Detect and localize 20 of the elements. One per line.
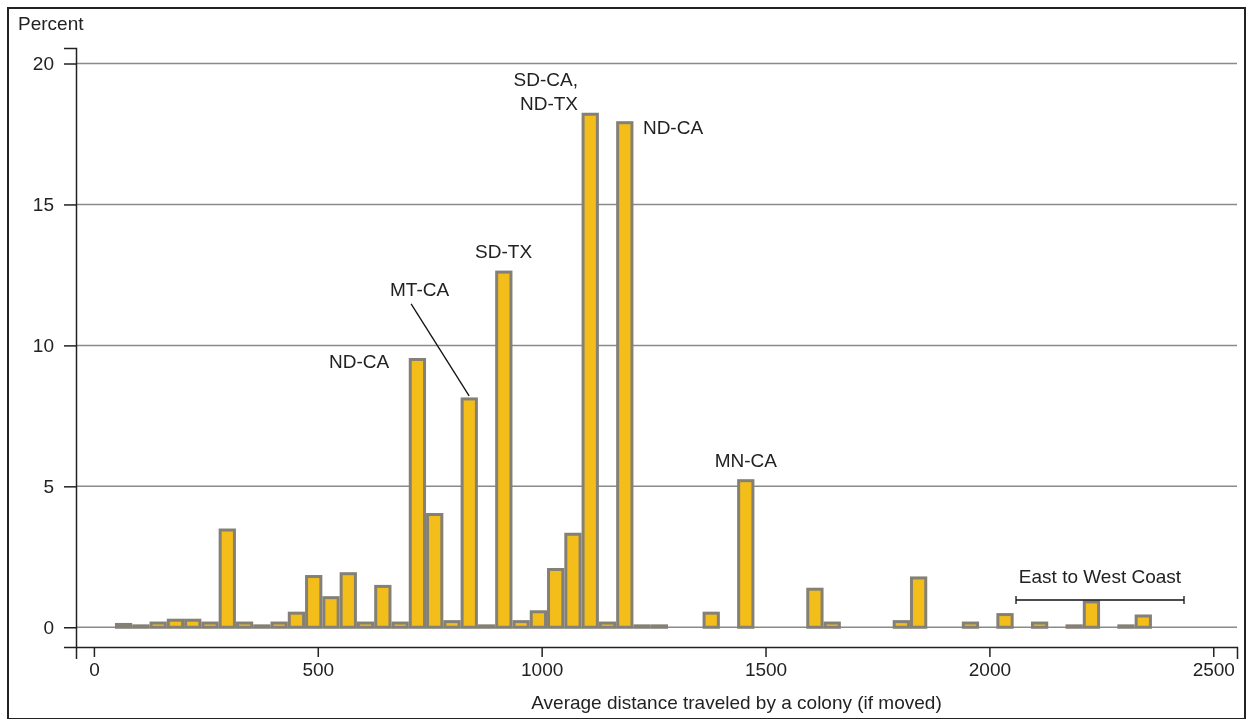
y-tick-label: 20 [32, 53, 54, 75]
y-tick-label: 5 [43, 475, 54, 497]
y-axis-title: Percent [18, 13, 85, 34]
x-tick-label: 1000 [521, 659, 564, 681]
x-tick-label: 1500 [744, 659, 788, 681]
x-axis-title: Average distance traveled by a colony (if moved) [531, 692, 942, 713]
annotation: ND-CA [329, 351, 390, 373]
annotation: SD-CA, ND-TX [513, 69, 579, 115]
y-tick-label: 15 [32, 194, 54, 216]
x-tick-label: 2000 [968, 659, 1012, 681]
annotation: MT-CA [390, 278, 450, 300]
annotation: SD-TX [475, 241, 533, 263]
annotation: ND-CA [642, 116, 704, 138]
annotation: MN-CA [714, 449, 778, 471]
annotation: East to West Coast [1018, 566, 1182, 587]
y-tick-label: 10 [32, 334, 54, 356]
x-tick-label: 0 [89, 659, 100, 681]
x-tick-label: 500 [302, 659, 335, 681]
x-tick-label: 2500 [1192, 659, 1235, 681]
y-tick-label: 0 [43, 616, 54, 638]
